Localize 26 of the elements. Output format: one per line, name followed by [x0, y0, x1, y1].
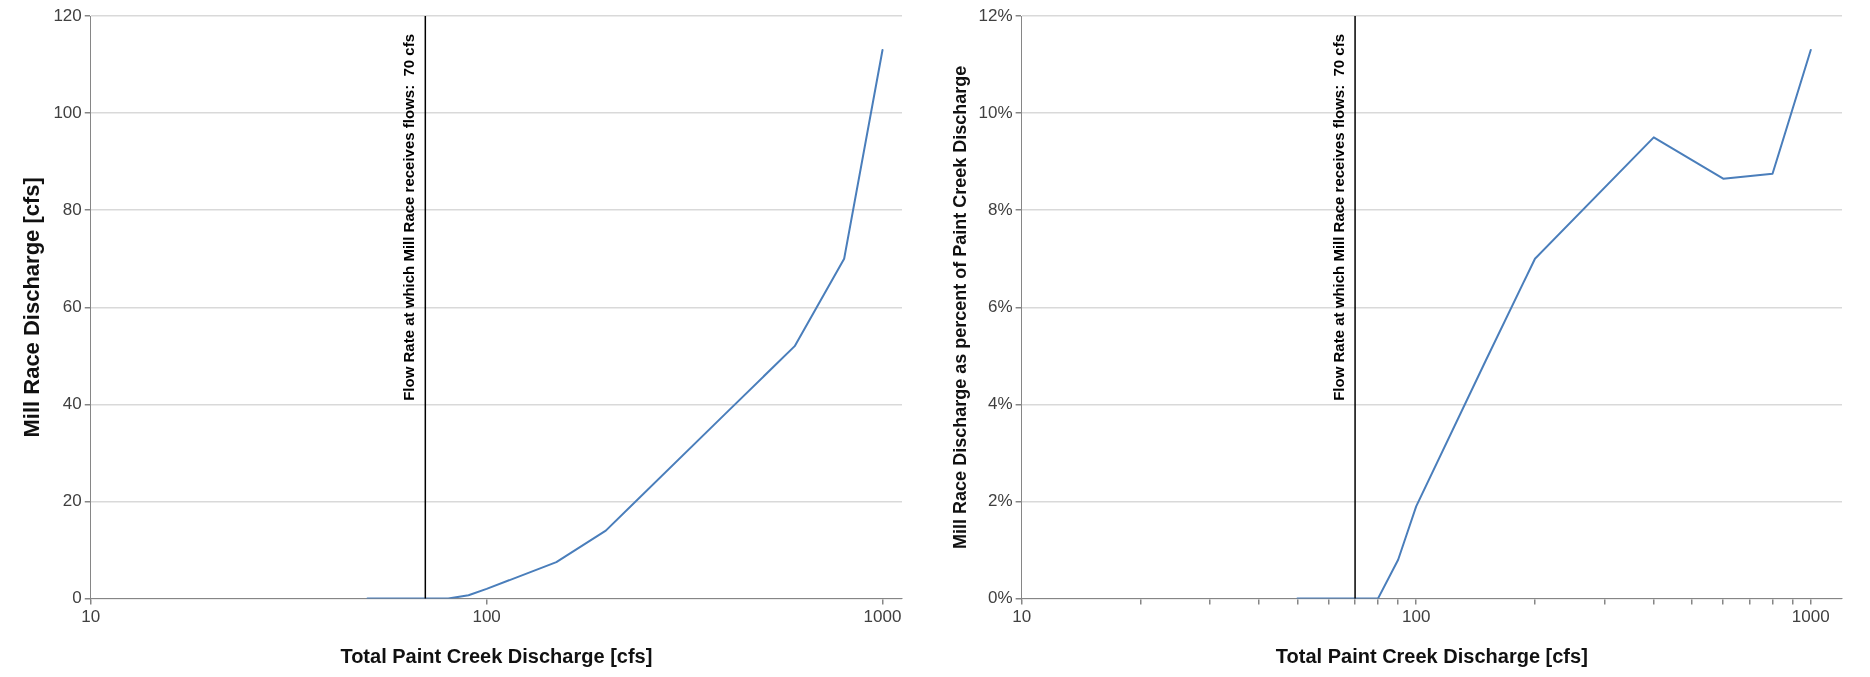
y-tick-label: 60 — [62, 296, 82, 316]
x-tick-label: 100 — [1402, 607, 1431, 627]
y-axis-title: Mill Race Discharge as percent of Paint Creek Discharge — [949, 65, 970, 549]
y-tick-label: 40 — [62, 394, 82, 414]
y-tick-label: 0% — [988, 588, 1013, 608]
y-tick-label: 120 — [53, 5, 82, 25]
x-tick-label: 1000 — [1791, 607, 1830, 627]
x-tick-label: 10 — [81, 607, 101, 627]
y-tick-label: 0 — [72, 588, 82, 608]
y-tick-label: 80 — [62, 199, 82, 219]
y-tick-label: 6% — [988, 296, 1013, 316]
y-tick-label: 100 — [53, 102, 82, 122]
ref-line-label: Flow Rate at which Mill Race receives flows: 70 cfs — [1329, 34, 1347, 401]
y-tick-label: 2% — [988, 491, 1013, 511]
x-tick-label: 100 — [472, 607, 501, 627]
y-tick-label: 12% — [978, 5, 1013, 25]
x-axis-title: Total Paint Creek Discharge [cfs] — [1275, 644, 1588, 667]
y-tick-label: 10% — [978, 102, 1013, 122]
ref-line-label: Flow Rate at which Mill Race receives flows: 70 cfs — [399, 34, 417, 401]
y-tick-label: 4% — [988, 394, 1013, 414]
y-axis-title: Mill Race Discharge [cfs] — [19, 177, 45, 438]
y-tick-label: 20 — [62, 491, 82, 511]
x-tick-label: 10 — [1012, 607, 1032, 627]
x-tick-label: 1000 — [863, 607, 902, 627]
x-axis-title: Total Paint Creek Discharge [cfs] — [340, 644, 653, 667]
y-tick-label: 8% — [988, 199, 1013, 219]
